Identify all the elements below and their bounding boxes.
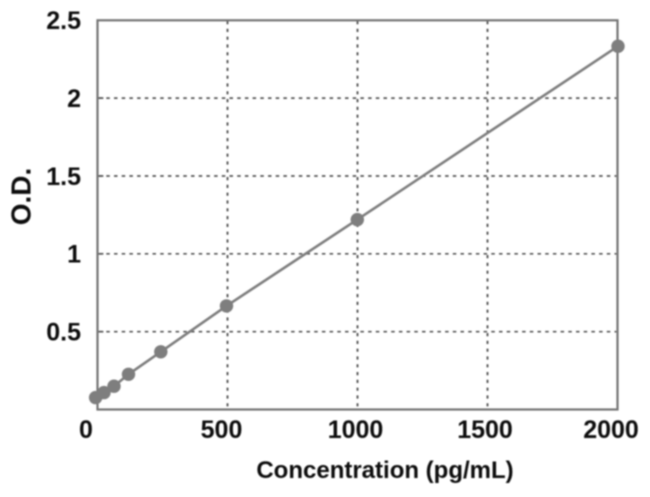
svg-text:500: 500	[201, 416, 243, 444]
svg-text:1: 1	[67, 241, 81, 269]
svg-text:2.5: 2.5	[46, 7, 81, 35]
svg-text:1.5: 1.5	[46, 163, 81, 191]
svg-text:O.D.: O.D.	[6, 168, 37, 226]
svg-text:2: 2	[67, 85, 81, 113]
svg-text:Concentration (pg/mL): Concentration (pg/mL)	[256, 457, 513, 484]
svg-text:2000: 2000	[583, 416, 639, 444]
svg-text:0: 0	[79, 416, 93, 444]
svg-text:1000: 1000	[328, 416, 384, 444]
svg-text:1500: 1500	[457, 416, 513, 444]
svg-text:0.5: 0.5	[46, 319, 81, 347]
